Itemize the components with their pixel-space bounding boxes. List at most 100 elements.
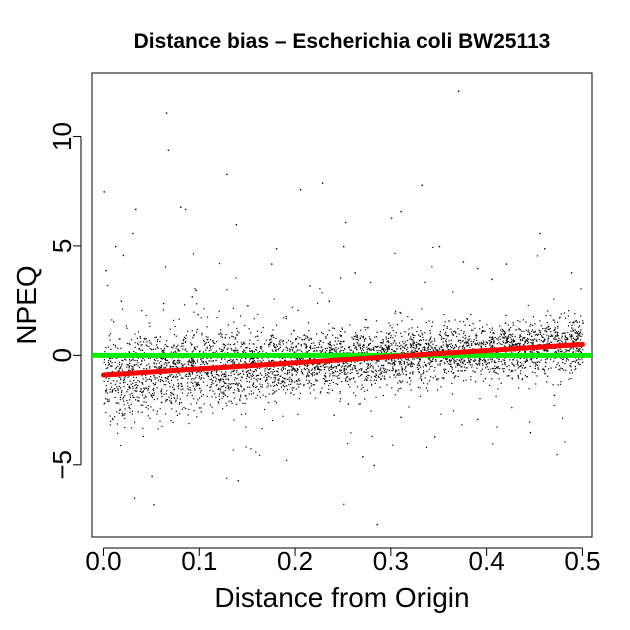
- data-point: [380, 342, 382, 344]
- data-point: [350, 378, 352, 380]
- data-point: [357, 360, 359, 362]
- data-point: [115, 402, 117, 404]
- data-point: [230, 348, 232, 350]
- data-point: [359, 375, 362, 377]
- data-point: [565, 349, 567, 351]
- data-point: [318, 368, 320, 371]
- data-point: [559, 339, 561, 341]
- data-point: [131, 359, 133, 361]
- data-point: [504, 336, 506, 338]
- data-point: [314, 358, 316, 360]
- data-point: [450, 359, 452, 361]
- data-point: [411, 319, 413, 321]
- data-point: [578, 358, 580, 360]
- data-point: [175, 399, 177, 401]
- data-point: [172, 363, 174, 365]
- data-point: [432, 358, 434, 360]
- data-point: [429, 357, 431, 359]
- data-point: [193, 365, 195, 367]
- data-point: [505, 314, 507, 316]
- data-point: [114, 396, 116, 399]
- data-point: [386, 341, 388, 343]
- data-point: [490, 345, 492, 348]
- data-point: [447, 335, 449, 337]
- data-point: [468, 362, 470, 364]
- data-point: [375, 373, 377, 375]
- data-point: [301, 369, 303, 371]
- data-point: [111, 391, 114, 393]
- data-point: [240, 396, 242, 398]
- data-point: [557, 384, 559, 386]
- data-point: [384, 351, 386, 353]
- data-point: [372, 371, 374, 373]
- data-point: [267, 369, 269, 371]
- data-point: [511, 342, 513, 344]
- data-point: [146, 387, 148, 389]
- data-point: [578, 321, 580, 323]
- data-point: [534, 365, 537, 367]
- data-point: [193, 347, 196, 349]
- data-point: [199, 397, 201, 399]
- data-point: [491, 358, 494, 360]
- data-point: [161, 396, 163, 398]
- data-point: [112, 419, 114, 421]
- data-point: [155, 363, 158, 365]
- data-point: [427, 390, 429, 392]
- data-point: [546, 342, 548, 344]
- data-point: [283, 365, 285, 367]
- data-point: [485, 360, 487, 362]
- data-point: [275, 347, 277, 349]
- data-point: [169, 366, 171, 368]
- data-point: [240, 394, 242, 396]
- data-point: [245, 395, 247, 397]
- data-point: [396, 348, 398, 350]
- data-point: [212, 383, 214, 385]
- data-point: [402, 341, 404, 343]
- data-point: [312, 372, 314, 374]
- data-point: [503, 368, 505, 370]
- data-point: [440, 345, 442, 347]
- data-point: [517, 374, 519, 377]
- data-point: [277, 374, 279, 376]
- data-point: [266, 379, 268, 381]
- data-point: [284, 372, 286, 374]
- data-point: [429, 363, 431, 366]
- data-point: [271, 393, 273, 395]
- data-point: [166, 378, 168, 380]
- data-point: [233, 343, 235, 346]
- data-point: [397, 345, 399, 347]
- data-point: [474, 381, 477, 383]
- data-point: [287, 372, 289, 375]
- data-point: [492, 443, 494, 445]
- data-point: [366, 363, 368, 365]
- data-point: [570, 362, 572, 365]
- data-point: [455, 360, 457, 362]
- data-point: [482, 364, 484, 366]
- data-point: [169, 375, 171, 377]
- data-point: [392, 342, 394, 344]
- data-point: [324, 351, 326, 353]
- data-point: [438, 245, 441, 248]
- data-point: [191, 361, 193, 363]
- data-point: [433, 350, 435, 352]
- data-point: [297, 379, 300, 381]
- data-point: [410, 380, 412, 382]
- data-point: [415, 347, 417, 349]
- data-point: [470, 329, 473, 331]
- data-point: [136, 337, 138, 339]
- data-point: [284, 377, 286, 379]
- data-point: [559, 383, 562, 385]
- data-point: [242, 342, 245, 344]
- data-point: [240, 346, 242, 348]
- data-point: [165, 377, 167, 379]
- data-point: [402, 350, 404, 352]
- data-point: [198, 351, 201, 353]
- data-point: [518, 343, 521, 345]
- data-point: [256, 374, 258, 377]
- data-point: [143, 387, 145, 389]
- data-point: [206, 339, 208, 341]
- data-point: [196, 372, 198, 374]
- data-point: [329, 347, 331, 349]
- data-point: [575, 367, 577, 370]
- data-point: [491, 327, 493, 329]
